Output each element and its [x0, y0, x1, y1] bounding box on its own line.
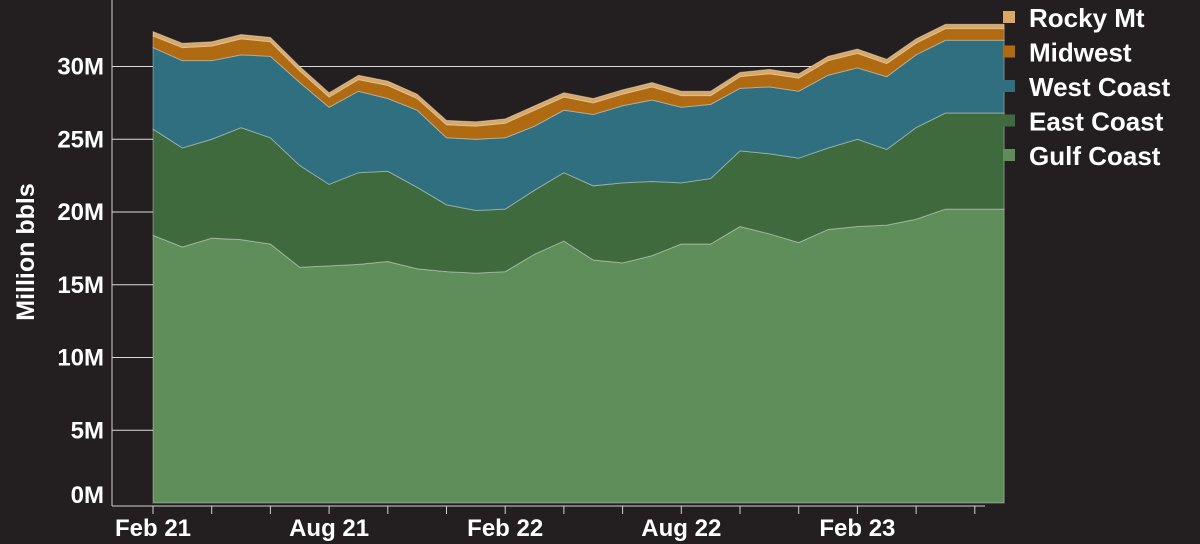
y-axis-label: Million bbls [12, 183, 40, 321]
legend-item-east-coast: East Coast [1003, 107, 1164, 137]
legend-label: Gulf Coast [1029, 141, 1161, 171]
y-tick-label: 10M [57, 345, 104, 372]
legend-label: West Coast [1029, 72, 1170, 102]
x-tick-label: Feb 21 [115, 515, 191, 542]
x-tick-label: Feb 23 [819, 515, 895, 542]
legend-swatch [1003, 114, 1015, 127]
legend-swatch [1003, 45, 1015, 58]
area-series [152, 23, 1005, 504]
x-tick-label: Aug 21 [289, 515, 369, 542]
legend-item-midwest: Midwest [1003, 38, 1132, 68]
legend-item-rocky-mt: Rocky Mt [1003, 3, 1145, 33]
y-tick-label: 30M [57, 54, 104, 81]
legend-label: Midwest [1029, 38, 1132, 68]
y-tick-label: 5M [71, 417, 104, 444]
legend: Rocky Mt Midwest West Coast East Coast Gulf … [1003, 3, 1170, 171]
legend-label: East Coast [1029, 107, 1164, 137]
y-tick-label: 15M [57, 272, 104, 299]
legend-swatch [1003, 11, 1015, 23]
area-rocky-mt [152, 23, 1005, 127]
legend-swatch [1003, 149, 1015, 161]
legend-label: Rocky Mt [1029, 3, 1145, 33]
area-gulf-coast [152, 208, 1005, 504]
y-tick-label: 25M [57, 126, 104, 153]
y-tick-label: 0M [71, 482, 104, 509]
legend-item-west-coast: West Coast [1003, 72, 1170, 102]
x-tick-label: Feb 22 [467, 515, 543, 542]
x-tick-label: Aug 22 [641, 515, 721, 542]
legend-item-gulf-coast: Gulf Coast [1003, 141, 1161, 171]
legend-swatch [1003, 80, 1015, 92]
axes: 0M 5M 10M 15M 20M 25M 30M Feb 21 Aug 21 Feb 22 Aug… [57, 0, 985, 542]
y-tick-label: 20M [57, 199, 104, 226]
